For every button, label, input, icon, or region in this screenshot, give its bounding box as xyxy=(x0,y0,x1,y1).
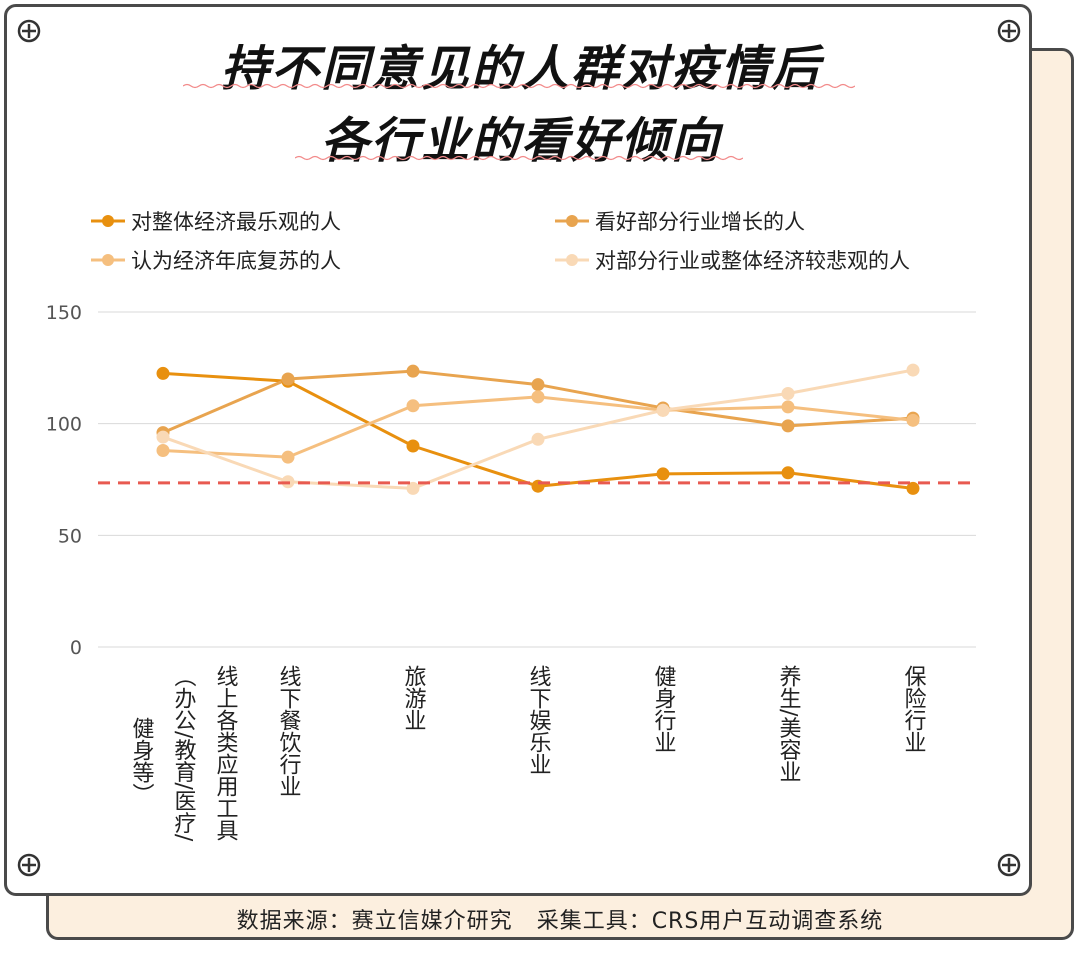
legend-item: 对部分行业或整体经济较悲观的人 xyxy=(555,245,910,275)
legend-label: 对整体经济最乐观的人 xyxy=(131,210,341,234)
data-point xyxy=(406,481,420,495)
data-point xyxy=(781,466,795,480)
data-point xyxy=(406,439,420,453)
data-point xyxy=(531,390,545,404)
x-category-label: 线下餐饮行业 xyxy=(276,665,302,797)
x-category-label: 健身行业 xyxy=(651,665,677,753)
legend-marker-icon xyxy=(555,254,589,266)
data-point xyxy=(906,413,920,427)
data-point xyxy=(781,400,795,414)
legend-item: 看好部分行业增长的人 xyxy=(555,206,805,236)
x-category-label: （办公/教育/医疗/ xyxy=(171,665,197,842)
x-category-label: 线下娱乐业 xyxy=(526,665,552,775)
x-category-label: 线上各类应用工具 xyxy=(213,665,239,841)
series-line xyxy=(162,395,914,459)
legend-marker-icon xyxy=(555,215,589,227)
data-point xyxy=(406,364,420,378)
legend-marker-icon xyxy=(91,215,125,227)
legend-label: 看好部分行业增长的人 xyxy=(595,210,805,234)
x-category-label: 保险行业 xyxy=(901,665,927,753)
legend-label: 对部分行业或整体经济较悲观的人 xyxy=(595,249,910,273)
x-category-label: 养生/美容业 xyxy=(776,665,802,782)
data-point xyxy=(281,450,295,464)
legend-marker-icon xyxy=(91,254,125,266)
data-point xyxy=(781,419,795,433)
data-point xyxy=(531,378,545,392)
y-tick-label: 50 xyxy=(58,525,82,547)
data-point xyxy=(531,432,545,446)
data-point xyxy=(656,403,670,417)
data-point xyxy=(281,372,295,386)
data-point xyxy=(906,481,920,495)
y-tick-label: 100 xyxy=(46,414,82,436)
crosshair-icon xyxy=(17,19,41,43)
title-underline xyxy=(183,83,855,89)
data-point xyxy=(406,399,420,413)
data-point xyxy=(781,387,795,401)
crosshair-icon xyxy=(17,853,41,877)
legend-item: 认为经济年底复苏的人 xyxy=(91,245,341,275)
x-category-label: 健身等） xyxy=(129,717,155,805)
y-tick-label: 0 xyxy=(70,637,82,659)
footer: 数据来源：赛立信媒介研究 采集工具：CRS用户互动调查系统 xyxy=(46,898,1074,940)
chart-title-line-1: 持不同意见的人群对疫情后 xyxy=(220,41,821,97)
legend-label: 认为经济年底复苏的人 xyxy=(131,249,341,273)
legend-item: 对整体经济最乐观的人 xyxy=(91,206,341,236)
data-point xyxy=(156,366,170,380)
x-category-label: 旅游业 xyxy=(401,665,427,731)
data-source-text: 数据来源：赛立信媒介研究 xyxy=(236,909,513,934)
crosshair-icon xyxy=(997,19,1021,43)
data-point xyxy=(156,430,170,444)
data-point xyxy=(656,467,670,481)
y-tick-label: 150 xyxy=(46,302,82,324)
data-point xyxy=(156,443,170,457)
title-underline xyxy=(295,155,743,161)
data-point xyxy=(906,363,920,377)
collection-tool-text: 采集工具：CRS用户互动调查系统 xyxy=(536,909,884,934)
crosshair-icon xyxy=(997,853,1021,877)
